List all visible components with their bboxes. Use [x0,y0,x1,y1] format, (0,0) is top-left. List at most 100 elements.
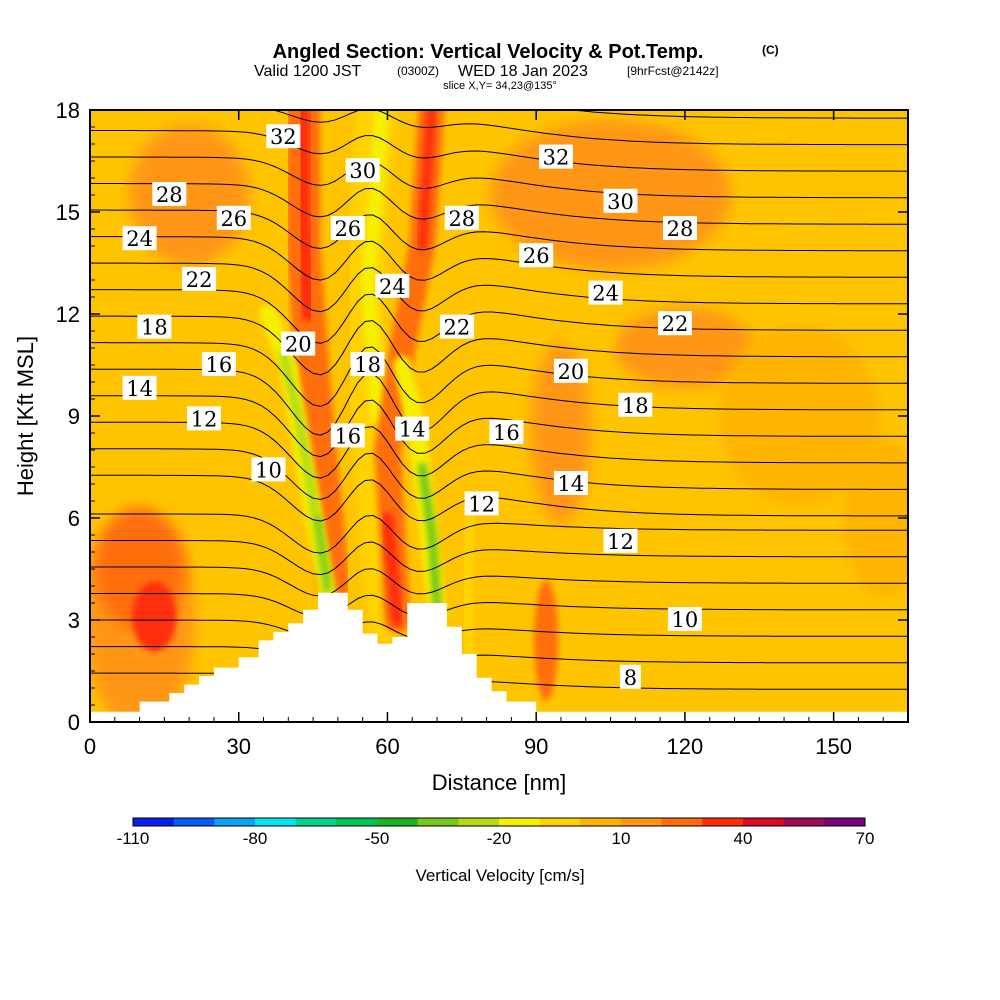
isentrope-label-text: 24 [126,227,153,251]
isentrope-label-box [281,331,316,356]
isentrope-label-text: 10 [255,458,282,482]
chart-title-suffix: (C) [762,43,779,57]
isentrope-label: 16 [330,423,365,448]
isentrope-label: 12 [187,406,221,431]
isentrope-label-text: 26 [523,244,550,268]
x-tick-label: 120 [667,734,704,759]
isentrope-line [90,236,908,281]
isentrope-label-box [330,216,365,240]
isentrope-label-box [122,375,157,400]
isentrope-label-box [603,188,638,213]
isentrope-label-text: 8 [624,666,637,690]
isentrope-label-text: 22 [186,268,213,292]
slice-info: slice X,Y= 34,23@135° [443,80,557,92]
isentrope-label: 24 [122,226,157,251]
colorbar-tick-label: -50 [365,829,390,848]
isentrope-label: 32 [539,144,573,170]
y-tick-label: 15 [56,200,80,225]
colorbar-swatch [580,818,622,826]
isentrope-label-box [152,182,187,206]
isentrope-label-text: 12 [468,492,495,516]
isentrope-label: 16 [201,352,236,377]
isentrope-line [567,110,908,119]
isentrope-label: 22 [439,314,474,340]
isentrope-line [90,342,908,407]
isentrope-line [90,513,908,554]
isentrope-label: 26 [216,205,251,231]
updraft-core [381,512,404,626]
isentrope-label: 16 [489,420,524,445]
isentrope-line [90,183,908,225]
downdraft-core [417,462,442,611]
x-tick-label: 0 [84,734,96,759]
forecast-info: [9hrFcst@2142z] [627,64,719,78]
colorbar-swatch [539,818,581,826]
colorbar-swatch [377,818,419,826]
isentrope-line [90,395,908,458]
isentrope-label: 12 [603,528,638,554]
isentrope-label: 20 [553,358,588,384]
isentrope-label-box [489,420,524,444]
colorbar-swatch [336,818,378,826]
valid-prefix: Valid 1200 JST [254,63,362,80]
isentrope-label-text: 22 [662,312,689,336]
isentrope-label: 18 [618,392,653,418]
isentrope-label-box [350,352,385,376]
isentrope-line [90,566,908,597]
isentrope-label: 12 [464,491,499,516]
updraft-core [132,581,177,652]
isentrope-label-text: 18 [141,316,168,340]
colorbar-swatch [621,818,663,826]
colorbar-swatch [295,818,337,826]
isentrope-label-box [345,158,380,183]
isentrope-label-box [553,358,588,383]
y-tick-label: 3 [68,608,80,633]
isentrope-label-box [201,352,236,376]
x-tick-label: 150 [815,734,852,759]
colorbar-tick-label: -110 [117,829,150,848]
y-tick-label: 12 [56,302,80,327]
isentrope-label-box [619,664,641,689]
colorbar-swatch [458,818,500,826]
isentrope-label: 14 [122,375,157,401]
y-tick-label: 18 [56,98,80,123]
isentrope-label-text: 28 [448,207,475,231]
colorbar-ticks: -110 -80 -50 -20 10 40 70 [117,829,875,848]
isentrope-label-text: 28 [156,183,183,207]
colorbar-swatch [133,818,175,826]
isentrope-label-text: 14 [399,418,426,442]
y-tick-label: 0 [68,710,80,735]
colorbar-swatch [214,818,256,826]
colorbar-tick-label: -20 [487,829,512,848]
isentrope-line [271,110,908,146]
isentrope-label-box [375,273,410,298]
isentrope-label-text: 26 [220,207,247,231]
isentrope-label-text: 18 [354,353,381,377]
y-axis-label: Height [Kft MSL] [13,336,38,496]
isentrope-label-box [539,144,573,169]
colorbar-label: Vertical Velocity [cm/s] [415,866,584,885]
isentrope-label: 22 [182,267,217,292]
colorbar-swatch [783,818,825,826]
isentrope-label-box [266,124,301,149]
isentrope-label-text: 12 [607,530,634,554]
isentrope-label: 28 [152,182,187,207]
isentrope-label-text: 28 [667,217,694,241]
isentrope-label-box [395,416,430,441]
valid-utc: (0300Z) [397,64,439,78]
isentrope-label-text: 20 [558,360,585,384]
isentrope-line [90,448,908,501]
isentrope-line [90,289,908,344]
weak-motion-region [843,438,908,598]
isentrope-label: 10 [251,457,286,482]
x-tick-label: 60 [375,734,399,759]
colorbar-frame [132,817,866,827]
colorbar-tick-label: 70 [856,829,875,848]
isentrope-line [90,540,908,576]
isentrope-label-box [519,243,554,268]
isentrope-label: 14 [395,416,430,442]
isentrope-label-text: 16 [493,421,520,445]
isentrope-label-box [553,471,588,495]
chart-title: Angled Section: Vertical Velocity & Pot.… [273,41,704,63]
